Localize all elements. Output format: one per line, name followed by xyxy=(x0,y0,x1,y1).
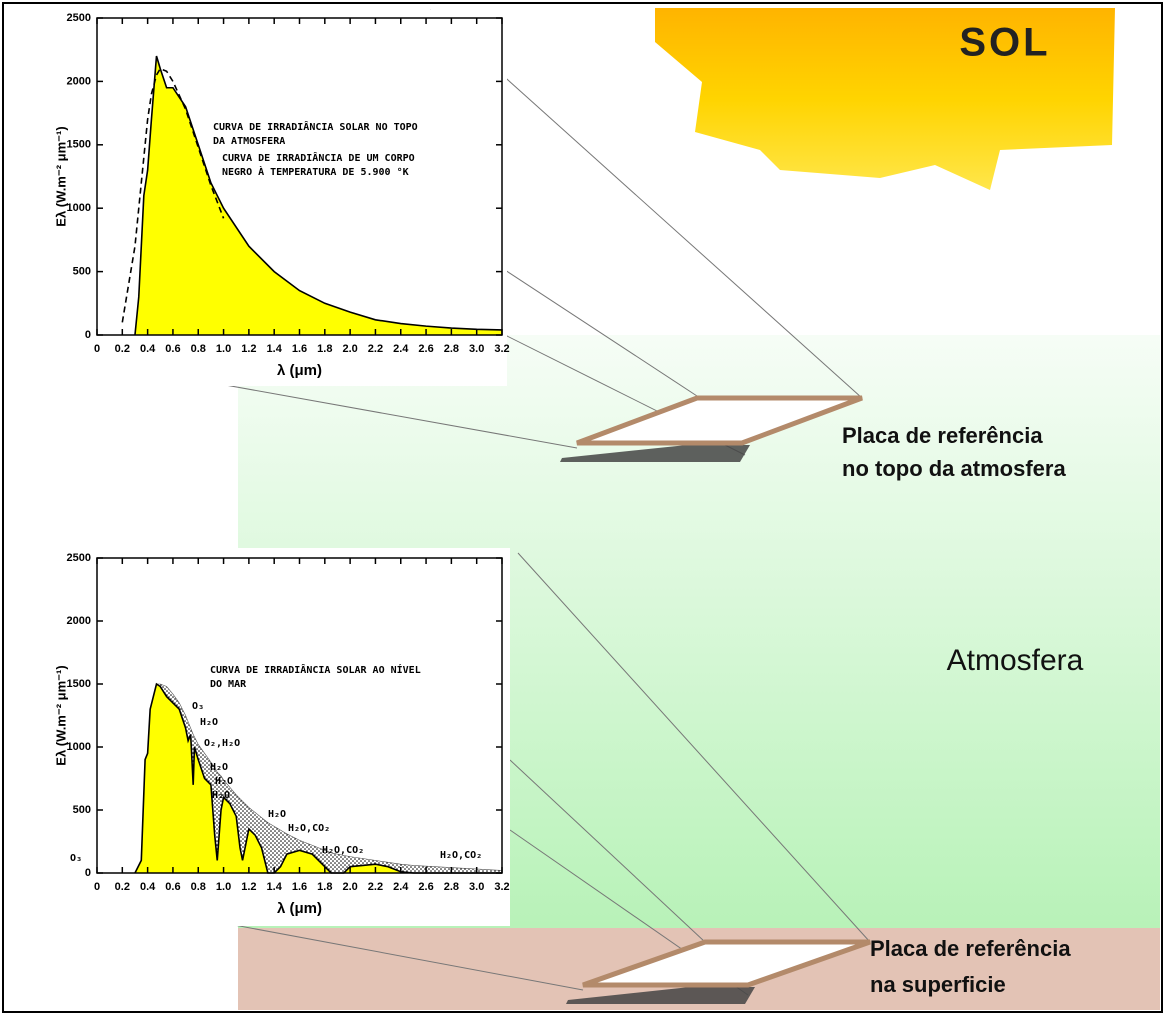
y-axis-label: Eλ (W.m⁻² μm⁻¹) xyxy=(53,126,68,226)
x-tick-label: 3.0 xyxy=(469,881,484,893)
x-tick-label: 0.2 xyxy=(115,343,130,355)
x-tick-label: 0.6 xyxy=(165,881,180,893)
annotation: H₂O,CO₂ xyxy=(322,845,364,856)
y-tick-label: 1000 xyxy=(67,202,91,214)
y-tick-label: 1500 xyxy=(67,139,91,151)
y-tick-label: 1000 xyxy=(67,741,91,753)
x-tick-label: 2.2 xyxy=(368,343,383,355)
page: SOL Atmosfera Placa de referência no top… xyxy=(0,0,1165,1017)
x-tick-label: 2.6 xyxy=(418,881,433,893)
annotation: H₂O,CO₂ xyxy=(288,823,330,834)
x-tick-label: 3.2 xyxy=(494,343,509,355)
x-axis-label: λ (μm) xyxy=(277,900,322,917)
x-tick-label: 1.4 xyxy=(267,343,283,355)
atmosphere-label: Atmosfera xyxy=(947,644,1084,677)
y-tick-label: 500 xyxy=(73,266,91,278)
x-tick-label: 2.4 xyxy=(393,343,409,355)
x-tick-label: 2.0 xyxy=(342,881,357,893)
x-tick-label: 0.4 xyxy=(140,343,156,355)
plate-label: no topo da atmosfera xyxy=(842,456,1066,481)
annotation: O₃ xyxy=(70,853,82,864)
annotation: DA ATMOSFERA xyxy=(213,136,285,147)
plate-label: Placa de referência xyxy=(842,423,1043,448)
annotation: CURVA DE IRRADIÂNCIA SOLAR AO NÍVEL xyxy=(210,663,421,676)
x-tick-label: 1.8 xyxy=(317,881,332,893)
y-tick-label: 0 xyxy=(85,867,91,879)
x-tick-label: 2.0 xyxy=(342,343,357,355)
x-tick-label: 1.0 xyxy=(216,343,231,355)
annotation: O₃ xyxy=(192,701,204,712)
sun-label: SOL xyxy=(959,21,1050,65)
plate-label: na superficie xyxy=(870,972,1006,997)
y-tick-label: 500 xyxy=(73,804,91,816)
annotation: H₂O xyxy=(215,776,233,787)
plate-label: Placa de referência xyxy=(870,936,1071,961)
x-tick-label: 3.0 xyxy=(469,343,484,355)
annotation: CURVA DE IRRADIÂNCIA DE UM CORPO xyxy=(222,151,415,164)
x-axis-label: λ (μm) xyxy=(277,362,322,379)
annotation: CURVA DE IRRADIÂNCIA SOLAR NO TOPO xyxy=(213,120,418,133)
annotation: H₂O,CO₂ xyxy=(440,850,482,861)
x-tick-label: 1.8 xyxy=(317,343,332,355)
y-axis-label: Eλ (W.m⁻² μm⁻¹) xyxy=(53,665,68,765)
x-tick-label: 0.2 xyxy=(115,881,130,893)
y-tick-label: 2000 xyxy=(67,615,91,627)
x-tick-label: 0 xyxy=(94,343,100,355)
annotation: O₂,H₂O xyxy=(204,738,240,749)
x-tick-label: 2.8 xyxy=(444,881,459,893)
x-tick-label: 1.0 xyxy=(216,881,231,893)
y-tick-label: 2000 xyxy=(67,75,91,87)
y-tick-label: 2500 xyxy=(67,552,91,564)
x-tick-label: 1.6 xyxy=(292,881,307,893)
x-tick-label: 0.6 xyxy=(165,343,180,355)
x-tick-label: 2.6 xyxy=(418,343,433,355)
x-tick-label: 0.8 xyxy=(191,881,206,893)
y-tick-label: 0 xyxy=(85,329,91,341)
x-tick-label: 3.2 xyxy=(494,881,509,893)
annotation: H₂O xyxy=(212,790,230,801)
x-tick-label: 2.2 xyxy=(368,881,383,893)
annotation: H₂O xyxy=(268,809,286,820)
annotation: H₂O xyxy=(210,762,228,773)
x-tick-label: 1.6 xyxy=(292,343,307,355)
x-tick-label: 2.8 xyxy=(444,343,459,355)
x-tick-label: 2.4 xyxy=(393,881,409,893)
annotation: DO MAR xyxy=(210,679,247,690)
annotation: H₂O xyxy=(200,717,218,728)
x-tick-label: 0 xyxy=(94,881,100,893)
y-tick-label: 2500 xyxy=(67,12,91,24)
annotation: NEGRO À TEMPERATURA DE 5.900 °K xyxy=(222,165,409,178)
x-tick-label: 0.8 xyxy=(191,343,206,355)
x-tick-label: 0.4 xyxy=(140,881,156,893)
x-tick-label: 1.4 xyxy=(267,881,283,893)
x-tick-label: 1.2 xyxy=(241,343,256,355)
y-tick-label: 1500 xyxy=(67,678,91,690)
x-tick-label: 1.2 xyxy=(241,881,256,893)
